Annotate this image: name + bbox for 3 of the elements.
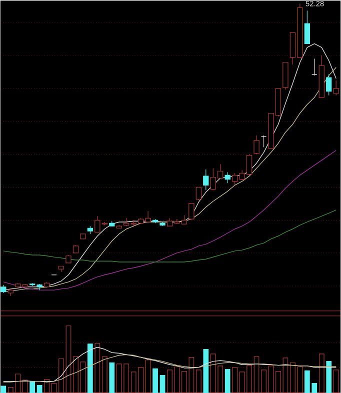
- candlestick: [160, 222, 166, 226]
- bar: [109, 362, 115, 393]
- candlestick: [254, 135, 260, 154]
